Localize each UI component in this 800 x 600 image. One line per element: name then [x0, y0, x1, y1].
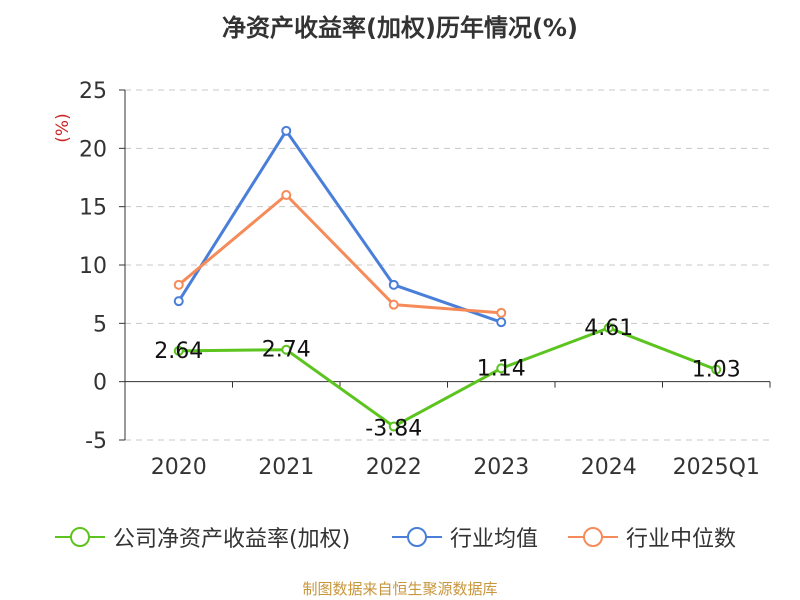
- y-tick-label-3: 10: [79, 254, 107, 279]
- series-1-point-0: [173, 296, 184, 307]
- data-label-2: -3.84: [365, 416, 422, 441]
- data-label-0: 2.64: [154, 339, 203, 364]
- legend-item-industry-median[interactable]: 行业中位数: [568, 520, 736, 554]
- x-tick-label-3: 2023: [473, 455, 529, 480]
- y-tick-label-4: 5: [93, 312, 107, 337]
- x-tick-label-2: 2022: [366, 455, 422, 480]
- legend-marker-company-roe: [55, 527, 105, 547]
- legend-marker-industry-median: [568, 527, 618, 547]
- legend-marker-industry-mean: [392, 527, 442, 547]
- data-label-3: 1.14: [477, 356, 526, 381]
- data-source-note: 制图数据来自恒生聚源数据库: [302, 580, 498, 598]
- series-2-point-2: [388, 299, 399, 310]
- y-axis-label: (%): [53, 113, 73, 142]
- series-2-point-0: [173, 279, 184, 290]
- series-line-0: [178, 326, 717, 428]
- y-tick-label-1: 20: [79, 137, 107, 162]
- x-tick-label-0: 2020: [151, 455, 207, 480]
- legend-item-company-roe[interactable]: 公司净资产收益率(加权): [55, 520, 350, 554]
- legend-label-company-roe: 公司净资产收益率(加权): [113, 527, 351, 552]
- series-1-point-3: [496, 317, 507, 328]
- y-tick-label-0: 25: [79, 79, 107, 104]
- x-tick-label-1: 2021: [258, 455, 314, 480]
- legend: 公司净资产收益率(加权) 行业均值 行业中位数: [0, 520, 800, 554]
- data-label-1: 2.74: [262, 338, 311, 363]
- series-line-1: [177, 129, 502, 324]
- x-tick-label-5: 2025Q1: [673, 455, 760, 480]
- data-label-4: 4.61: [584, 316, 633, 341]
- chart-title: 净资产收益率(加权)历年情况(%): [222, 14, 578, 42]
- series-1-point-1: [281, 125, 292, 136]
- data-label-5: 1.03: [692, 358, 741, 383]
- series-0-point-5: [711, 364, 722, 375]
- y-tick-label-2: 15: [79, 196, 107, 221]
- series-0-point-0: [173, 345, 184, 356]
- series-1-point-2: [388, 279, 399, 290]
- y-tick-label-6: -5: [85, 429, 107, 454]
- y-tick-label-5: 0: [93, 371, 107, 396]
- series-2-point-3: [496, 307, 507, 318]
- x-tick-label-4: 2024: [581, 455, 637, 480]
- legend-label-industry-median: 行业中位数: [626, 527, 737, 552]
- legend-label-industry-mean: 行业均值: [450, 527, 539, 552]
- legend-item-industry-mean[interactable]: 行业均值: [392, 520, 538, 554]
- series-2-point-1: [281, 190, 292, 200]
- series-line-2: [177, 193, 502, 315]
- series-0-point-1: [281, 344, 292, 355]
- series-0-point-2: [388, 421, 399, 432]
- series-0-point-3: [496, 363, 507, 374]
- series-0-point-4: [603, 322, 614, 333]
